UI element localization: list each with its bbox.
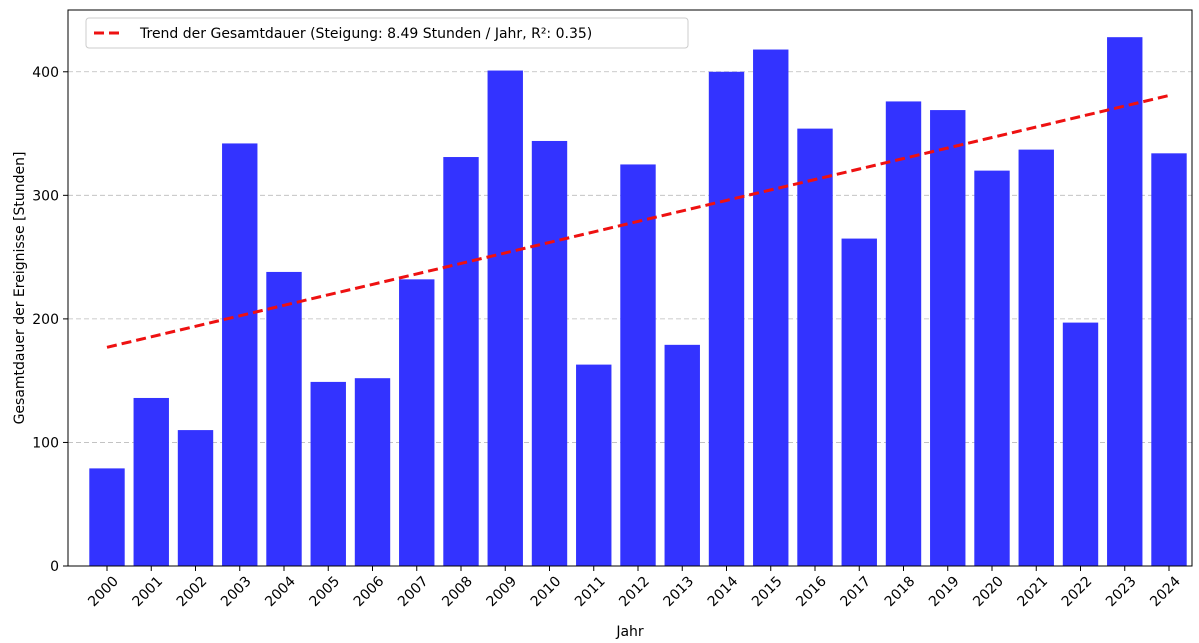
x-tick-label: 2019 — [926, 574, 963, 611]
x-tick-label: 2020 — [970, 574, 1007, 611]
bar — [974, 170, 1010, 566]
bar — [1151, 153, 1187, 566]
x-tick-label: 2018 — [882, 574, 919, 611]
bar — [576, 364, 612, 566]
x-tick-label: 2022 — [1059, 574, 1096, 611]
y-tick-label: 100 — [32, 435, 59, 451]
y-tick-label: 400 — [32, 65, 59, 81]
bar — [708, 71, 745, 567]
bar — [753, 49, 789, 566]
y-tick-label: 200 — [32, 312, 59, 328]
bar — [841, 238, 877, 567]
x-tick-label: 2021 — [1015, 574, 1052, 611]
bar — [89, 468, 125, 566]
y-tick-label: 300 — [32, 188, 59, 204]
plot-frame — [67, 9, 1193, 567]
bar — [177, 430, 214, 566]
bar — [885, 101, 922, 566]
bar — [310, 381, 346, 566]
y-tick-label: 0 — [50, 559, 59, 575]
bar — [930, 110, 966, 566]
trend-line — [106, 94, 1170, 349]
bar — [531, 140, 568, 567]
x-tick-label: 2016 — [793, 573, 830, 610]
bar — [133, 397, 169, 566]
bar — [443, 157, 479, 566]
x-tick-label: 2001 — [130, 574, 167, 611]
x-tick-label: 2023 — [1103, 574, 1140, 611]
x-tick-label: 2015 — [749, 574, 786, 611]
x-tick-label: 2008 — [439, 574, 476, 611]
x-axis-label: Jahr — [615, 624, 644, 640]
x-tick-label: 2017 — [838, 574, 875, 611]
bar — [1107, 37, 1143, 566]
bar — [487, 70, 523, 566]
x-tick-label: 2002 — [174, 574, 211, 611]
y-axis-label: Gesamtdauer der Ereignisse [Stunden] — [12, 152, 28, 425]
bar — [399, 279, 435, 566]
x-tick-label: 2006 — [351, 573, 388, 610]
x-tick-label: 2013 — [661, 574, 698, 611]
legend-box — [85, 17, 689, 49]
bar — [797, 128, 833, 566]
bar — [664, 344, 700, 566]
x-tick-label: 2003 — [218, 574, 255, 611]
legend-label: Trend der Gesamtdauer (Steigung: 8.49 St… — [139, 26, 592, 42]
x-tick-label: 2010 — [528, 574, 565, 611]
bar — [1062, 322, 1099, 566]
bar — [620, 164, 656, 566]
x-tick-label: 2007 — [395, 574, 432, 611]
x-tick-label: 2000 — [85, 574, 122, 611]
x-tick-label: 2014 — [705, 573, 742, 610]
bar — [266, 271, 302, 566]
bar — [222, 143, 258, 566]
bar — [1018, 149, 1054, 566]
bar — [354, 378, 391, 566]
x-tick-label: 2011 — [572, 574, 609, 611]
x-tick-label: 2024 — [1147, 573, 1184, 610]
x-tick-label: 2004 — [262, 573, 299, 610]
x-tick-label: 2005 — [307, 574, 344, 611]
x-tick-label: 2009 — [484, 574, 521, 611]
x-tick-label: 2012 — [616, 574, 653, 611]
